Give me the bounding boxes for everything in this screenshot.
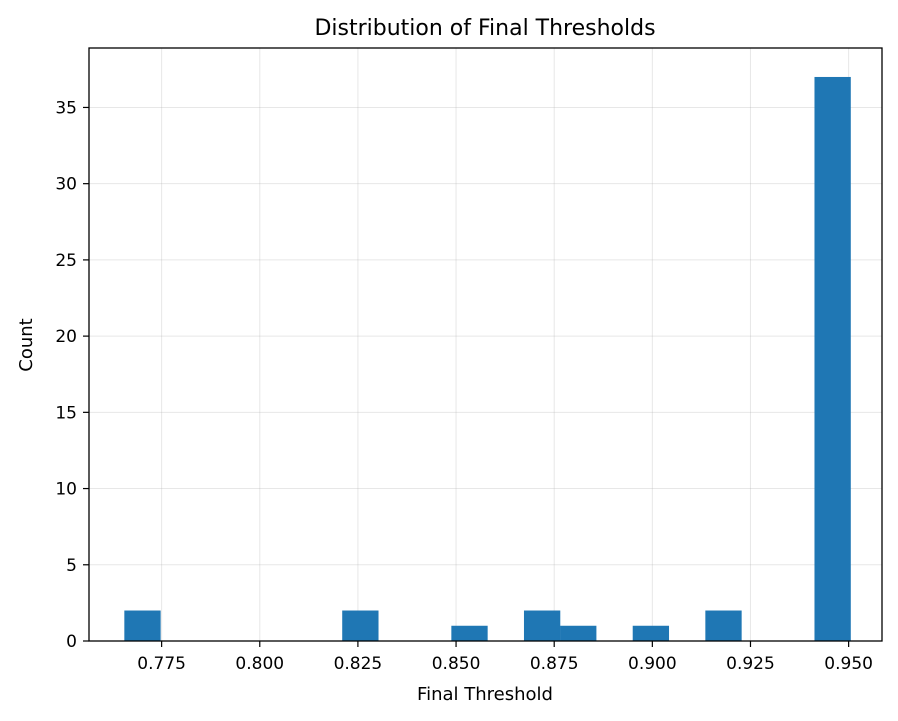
y-axis-ticks: 0 5 10 15 20 25 30 35 (55, 98, 89, 652)
plot-frame (88, 47, 883, 642)
y-tick-label: 20 (55, 327, 77, 347)
chart-title: Distribution of Final Thresholds (314, 16, 655, 41)
histogram-bar-4 (560, 625, 597, 641)
y-tick-label: 0 (66, 632, 77, 652)
x-tick-label: 0.925 (726, 654, 775, 674)
x-axis-ticks: 0.775 0.800 0.825 0.850 0.875 0.900 0.925 0.950 (137, 641, 873, 674)
y-tick-label: 25 (55, 251, 77, 271)
x-tick-label: 0.775 (137, 654, 186, 674)
x-tick-label: 0.825 (334, 654, 383, 674)
y-tick-label: 5 (66, 556, 77, 576)
histogram-bar-7 (814, 76, 851, 642)
histogram-bar-2 (451, 625, 488, 641)
histogram-bar-0 (124, 610, 161, 641)
histogram-bar-3 (523, 610, 561, 641)
x-axis-label: Final Threshold (417, 684, 553, 705)
x-tick-label: 0.850 (432, 654, 481, 674)
x-tick-label: 0.950 (824, 654, 873, 674)
bars (124, 76, 851, 642)
y-tick-label: 30 (55, 175, 77, 195)
y-axis-label: Count (16, 318, 37, 371)
histogram-bar-6 (705, 610, 742, 641)
y-tick-label: 10 (55, 480, 77, 500)
histogram-bar-5 (632, 625, 670, 641)
x-tick-label: 0.875 (530, 654, 579, 674)
y-tick-label: 15 (55, 403, 77, 423)
x-tick-label: 0.800 (235, 654, 284, 674)
x-tick-label: 0.900 (628, 654, 677, 674)
y-tick-label: 35 (55, 98, 77, 118)
histogram-bar-1 (342, 610, 379, 641)
